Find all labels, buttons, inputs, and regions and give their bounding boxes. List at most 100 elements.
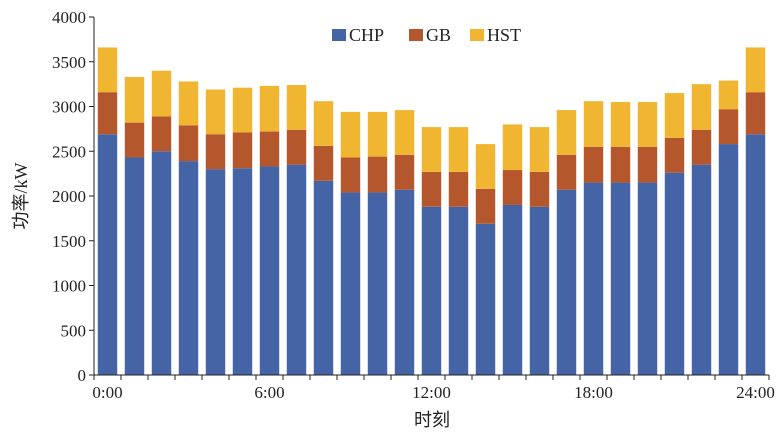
legend-swatch-gb — [409, 29, 423, 41]
bar-chp-2 — [151, 151, 172, 375]
legend-swatch-chp — [332, 29, 346, 41]
bar-gb-17 — [556, 154, 577, 190]
bar-chp-1 — [124, 157, 145, 375]
x-tick-label: 24:00 — [736, 383, 775, 402]
bar-gb-15 — [502, 170, 523, 205]
y-tick-label: 2500 — [52, 142, 86, 161]
bar-chp-21 — [664, 172, 685, 375]
bar-gb-19 — [610, 146, 631, 183]
x-tick-label: 12:00 — [412, 383, 451, 402]
bar-gb-4 — [205, 134, 226, 170]
bar-hst-7 — [286, 85, 307, 130]
x-ticks: 0:00 6:00 12:00 18:00 24:00 — [92, 375, 775, 402]
bar-hst-16 — [529, 127, 550, 172]
bar-hst-1 — [124, 76, 145, 123]
bar-chp-14 — [475, 223, 496, 375]
bar-chp-7 — [286, 164, 307, 375]
x-tick-label: 6:00 — [254, 383, 284, 402]
bar-hst-11 — [394, 110, 415, 155]
bar-hst-12 — [421, 127, 442, 172]
y-tick-label: 4000 — [52, 8, 86, 27]
bar-hst-19 — [610, 102, 631, 147]
bar-gb-21 — [664, 137, 685, 173]
bar-gb-20 — [637, 146, 658, 183]
bar-chp-17 — [556, 189, 577, 375]
bar-hst-10 — [367, 111, 388, 157]
bar-gb-7 — [286, 129, 307, 165]
bar-chp-6 — [259, 166, 280, 375]
bar-chp-0 — [97, 134, 118, 375]
bar-gb-10 — [367, 156, 388, 193]
bar-gb-5 — [232, 132, 253, 169]
bar-chp-12 — [421, 206, 442, 375]
bar-chp-23 — [718, 144, 739, 375]
bar-hst-5 — [232, 87, 253, 133]
legend-label-gb: GB — [426, 25, 451, 45]
bar-gb-16 — [529, 171, 550, 207]
bar-hst-21 — [664, 93, 685, 138]
bar-chp-13 — [448, 206, 469, 375]
bar-hst-3 — [178, 81, 199, 126]
bar-chp-18 — [583, 182, 604, 375]
bar-chp-11 — [394, 189, 415, 375]
bars-layer — [97, 47, 766, 375]
y-tick-label: 0 — [78, 366, 87, 385]
y-tick-label: 3500 — [52, 53, 86, 72]
y-tick-label: 2000 — [52, 187, 86, 206]
bar-hst-18 — [583, 101, 604, 147]
bar-chp-15 — [502, 204, 523, 375]
y-axis-label: 功率/kW — [11, 162, 31, 229]
bar-chp-22 — [691, 164, 712, 375]
bar-gb-13 — [448, 171, 469, 207]
bar-gb-18 — [583, 146, 604, 183]
bar-gb-6 — [259, 131, 280, 167]
bar-hst-22 — [691, 84, 712, 130]
bar-chp-16 — [529, 206, 550, 375]
bar-gb-1 — [124, 122, 145, 158]
bar-hst-0 — [97, 47, 118, 93]
bar-chp-19 — [610, 182, 631, 375]
bar-gb-9 — [340, 157, 361, 193]
bar-gb-11 — [394, 154, 415, 190]
bar-hst-14 — [475, 144, 496, 189]
bar-gb-12 — [421, 171, 442, 207]
x-axis-label: 时刻 — [414, 410, 450, 430]
y-ticks: 0 500 1000 1500 2000 2500 3000 3500 4000 — [52, 8, 94, 385]
bar-chp-5 — [232, 168, 253, 375]
bar-gb-0 — [97, 92, 118, 135]
bar-hst-9 — [340, 111, 361, 158]
bar-hst-2 — [151, 70, 172, 117]
bar-chp-24 — [745, 134, 766, 375]
y-tick-label: 500 — [61, 321, 87, 340]
bar-hst-15 — [502, 124, 523, 171]
bar-hst-17 — [556, 110, 577, 155]
bar-gb-2 — [151, 116, 172, 152]
bar-gb-14 — [475, 188, 496, 224]
bar-gb-8 — [313, 145, 334, 181]
bar-gb-23 — [718, 109, 739, 145]
y-tick-label: 1000 — [52, 277, 86, 296]
bar-chp-20 — [637, 182, 658, 375]
bar-chp-3 — [178, 161, 199, 375]
legend: CHP GB HST — [332, 25, 521, 45]
bar-chp-8 — [313, 180, 334, 375]
bar-gb-24 — [745, 92, 766, 135]
bar-chp-9 — [340, 192, 361, 375]
bar-hst-23 — [718, 80, 739, 110]
bar-hst-8 — [313, 101, 334, 146]
bar-hst-4 — [205, 89, 226, 135]
x-tick-label: 0:00 — [92, 383, 122, 402]
y-tick-label: 3000 — [52, 98, 86, 117]
legend-swatch-hst — [470, 29, 484, 41]
legend-label-chp: CHP — [349, 25, 384, 45]
bar-gb-22 — [691, 129, 712, 165]
bar-hst-13 — [448, 127, 469, 172]
x-tick-label: 18:00 — [574, 383, 613, 402]
legend-label-hst: HST — [487, 25, 521, 45]
bar-chp-10 — [367, 192, 388, 375]
bar-chp-4 — [205, 169, 226, 375]
bar-gb-3 — [178, 125, 199, 162]
bar-hst-6 — [259, 85, 280, 132]
bar-hst-20 — [637, 102, 658, 147]
